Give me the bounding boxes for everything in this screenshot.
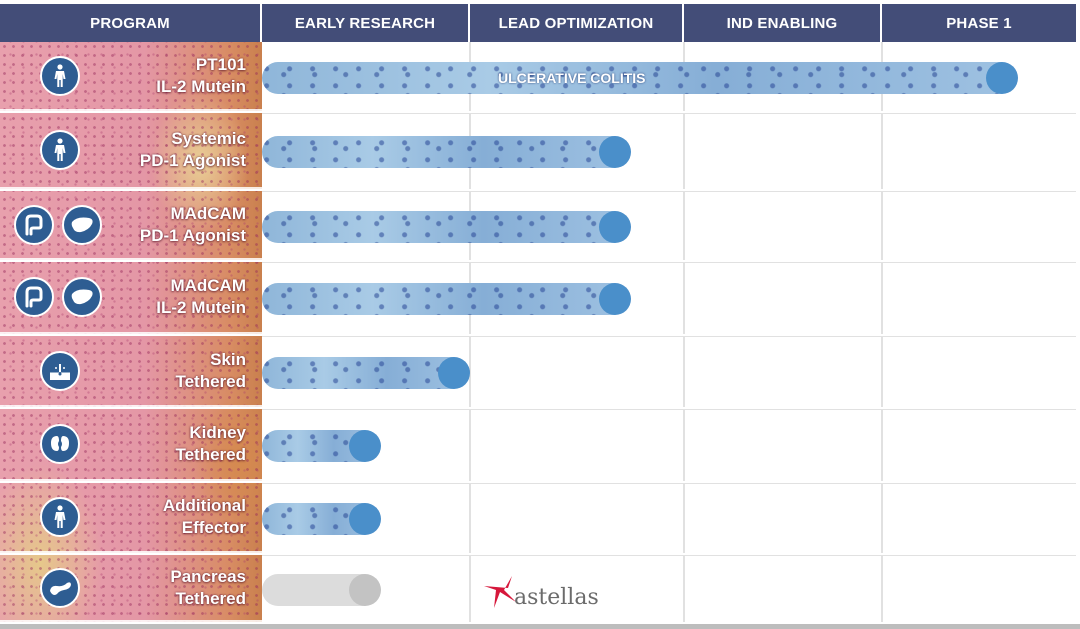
row-divider (262, 408, 1076, 410)
program-subtitle: PD-1 Agonist (139, 225, 246, 245)
program-label: MAdCAM PD-1 Agonist (140, 203, 246, 247)
skin-icon (40, 350, 80, 391)
column-header-3: IND ENABLING (684, 4, 882, 42)
program-label: Additional Effector (163, 495, 246, 539)
program-name: Systemic (171, 129, 246, 148)
program-name: Additional (162, 496, 246, 515)
row-divider (262, 261, 1076, 263)
column-divider (881, 42, 883, 624)
row-divider (262, 190, 1076, 192)
column-header-0: PROGRAM (0, 4, 262, 42)
program-subtitle: Tethered (175, 588, 246, 608)
program-label: Systemic PD-1 Agonist (140, 128, 246, 172)
program-subtitle: IL-2 Mutein (156, 76, 246, 96)
program-label: Skin Tethered (175, 349, 246, 393)
program-cell: Additional Effector (0, 483, 262, 553)
astellas-star-icon (484, 576, 516, 608)
program-label: Kidney Tethered (175, 422, 246, 466)
human-body-icon (40, 130, 80, 170)
program-name: Kidney (189, 423, 246, 442)
progress-bar (262, 357, 470, 389)
column-header-2: LEAD OPTIMIZATION (470, 4, 684, 42)
program-name: Skin (210, 349, 246, 369)
astellas-logo: astellas (482, 574, 599, 610)
program-cell: Skin Tethered (0, 336, 262, 407)
pipeline-row: Additional Effector (0, 483, 1076, 555)
progress-bar (262, 430, 381, 462)
progress-bar (262, 136, 631, 168)
pipeline-row: Pancreas Tethered (0, 555, 1076, 624)
program-label: PT101 IL-2 Mutein (156, 54, 246, 98)
pipeline-row: MAdCAM PD-1 Agonist (0, 191, 1076, 262)
pipeline-row: MAdCAM IL-2 Mutein (0, 262, 1076, 336)
program-name: MAdCAM (170, 203, 246, 223)
progress-bar (262, 211, 631, 243)
row-divider (262, 112, 1076, 114)
progress-bar (262, 283, 631, 315)
program-cell: MAdCAM PD-1 Agonist (0, 191, 262, 260)
column-header-1: EARLY RESEARCH (262, 4, 470, 42)
program-name: Pancreas (170, 566, 246, 586)
pipeline-row: Systemic PD-1 Agonist (0, 113, 1076, 191)
program-name: MAdCAM (170, 276, 246, 295)
column-divider (683, 42, 685, 624)
program-subtitle: Effector (181, 518, 246, 537)
liver-icon (62, 204, 102, 245)
liver-icon (62, 277, 102, 317)
pipeline-header: PROGRAM EARLY RESEARCH LEAD OPTIMIZATION IN… (0, 4, 1076, 42)
pipeline-row: Skin Tethered (0, 336, 1076, 409)
bottom-rule (0, 624, 1080, 629)
intestine-icon (14, 204, 54, 245)
intestine-icon (14, 277, 54, 317)
progress-bar: ULCERATIVE COLITIS (262, 62, 1018, 94)
program-subtitle: Tethered (175, 445, 246, 464)
human-body-icon (40, 55, 80, 96)
program-subtitle: PD-1 Agonist (139, 151, 246, 170)
pancreas-icon (40, 567, 80, 608)
human-body-icon (40, 497, 80, 537)
program-subtitle: Tethered (175, 371, 246, 391)
program-name: PT101 (195, 54, 246, 74)
indication-label: ULCERATIVE COLITIS (498, 70, 646, 86)
pipeline-row: PT101 IL-2 Mutein ULCERATIVE COLITIS (0, 42, 1076, 113)
progress-bar (262, 503, 381, 535)
program-label: MAdCAM IL-2 Mutein (156, 275, 246, 319)
column-divider (469, 42, 471, 624)
row-divider (262, 335, 1076, 337)
program-cell: MAdCAM IL-2 Mutein (0, 262, 262, 334)
column-header-4: PHASE 1 (946, 14, 1012, 32)
program-cell: Systemic PD-1 Agonist (0, 113, 262, 189)
kidney-icon (40, 424, 80, 464)
program-label: Pancreas Tethered (170, 566, 246, 610)
row-divider (262, 482, 1076, 484)
progress-bar (262, 574, 381, 606)
program-cell: Kidney Tethered (0, 409, 262, 481)
pipeline-row: Kidney Tethered (0, 409, 1076, 483)
program-subtitle: IL-2 Mutein (156, 298, 246, 317)
program-cell: Pancreas Tethered (0, 555, 262, 622)
partner-name: astellas (514, 585, 599, 610)
program-cell: PT101 IL-2 Mutein (0, 42, 262, 111)
row-divider (262, 554, 1076, 556)
